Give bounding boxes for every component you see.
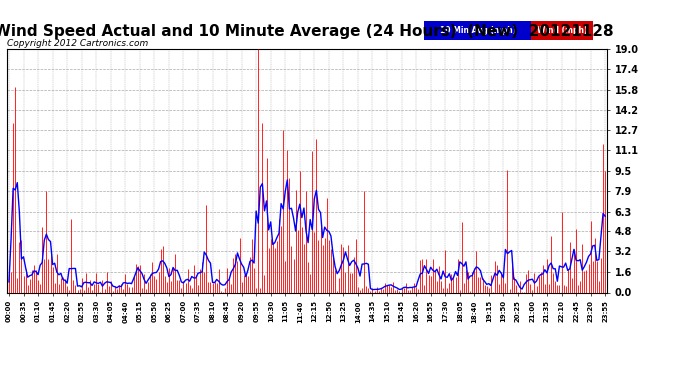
Text: Copyright 2012 Cartronics.com: Copyright 2012 Cartronics.com [7,39,148,48]
Text: 10 Min Avg (mph): 10 Min Avg (mph) [440,26,516,35]
Text: Wind (mph): Wind (mph) [537,26,588,35]
Text: Wind Speed Actual and 10 Minute Average (24 Hours)  (New)  20121128: Wind Speed Actual and 10 Minute Average … [0,24,613,39]
